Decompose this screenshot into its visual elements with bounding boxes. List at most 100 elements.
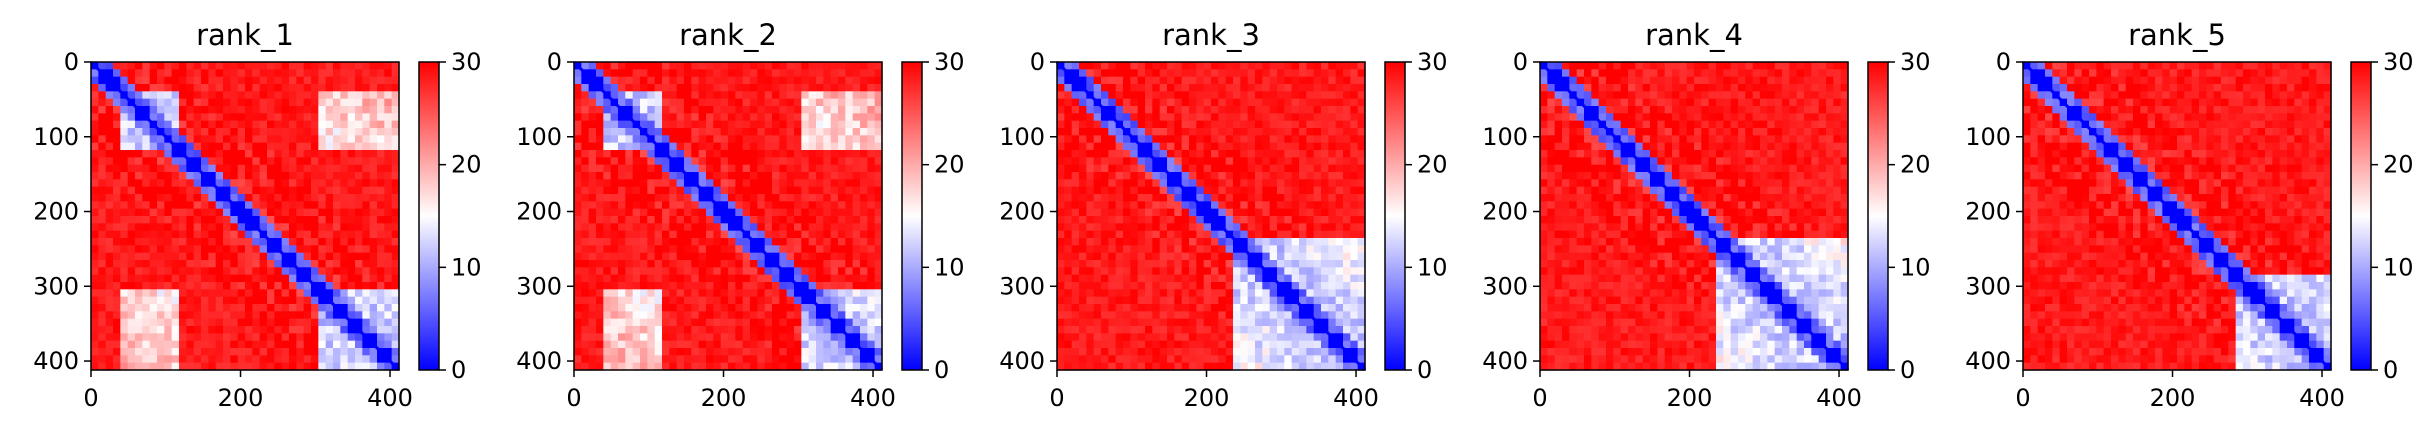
heatmap-cell xyxy=(1203,216,1212,224)
heatmap-cell xyxy=(281,201,290,210)
heatmap-cell xyxy=(772,113,780,122)
heatmap-cell xyxy=(838,230,846,239)
heatmap-cell xyxy=(384,245,393,254)
heatmap-cell xyxy=(1108,274,1117,283)
heatmap-cell xyxy=(1321,208,1329,217)
heatmap-cell xyxy=(347,216,356,224)
heatmap-cell xyxy=(713,296,722,305)
heatmap-cell xyxy=(1079,91,1087,100)
heatmap-cell xyxy=(1218,113,1227,122)
heatmap-cell xyxy=(113,106,121,114)
heatmap-cell xyxy=(1108,91,1117,100)
heatmap-cell xyxy=(1343,289,1351,298)
heatmap-cell xyxy=(230,252,239,261)
heatmap-cell xyxy=(867,69,876,78)
heatmap-cell xyxy=(1130,223,1139,232)
heatmap-cell xyxy=(1350,106,1359,114)
heatmap-cell xyxy=(867,179,876,188)
heatmap-cell xyxy=(706,113,714,122)
heatmap-cell xyxy=(1328,238,1337,246)
heatmap-cell xyxy=(1343,245,1351,254)
heatmap-cell xyxy=(1086,267,1095,276)
heatmap-cell xyxy=(223,304,231,312)
heatmap-cell xyxy=(816,260,824,268)
heatmap-cell xyxy=(325,76,334,85)
heatmap-cell xyxy=(201,179,209,188)
heatmap-cell xyxy=(647,194,656,202)
heatmap-cell xyxy=(625,98,634,107)
heatmap-cell xyxy=(391,208,400,217)
heatmap-cell xyxy=(91,348,99,356)
heatmap-cell xyxy=(735,340,744,349)
heatmap-cell xyxy=(1313,201,1322,210)
heatmap-cell xyxy=(618,282,626,290)
heatmap-cell xyxy=(1262,230,1271,239)
heatmap-cell xyxy=(1313,135,1322,144)
heatmap-cell xyxy=(610,289,619,298)
heatmap-cell xyxy=(384,333,393,342)
heatmap-cell xyxy=(157,252,165,261)
heatmap-cell xyxy=(684,355,692,364)
heatmap-cell xyxy=(669,120,678,129)
y-tick-label: 100 xyxy=(516,123,562,151)
heatmap-cell xyxy=(1174,172,1183,180)
heatmap-cell xyxy=(786,318,795,327)
heatmap-cell xyxy=(1255,289,1263,298)
heatmap-cell xyxy=(874,318,883,327)
heatmap-cell xyxy=(867,186,876,195)
heatmap-cell xyxy=(1145,128,1153,136)
heatmap-cell xyxy=(179,113,187,122)
heatmap-cell xyxy=(215,289,224,298)
heatmap-cell xyxy=(1262,84,1271,92)
heatmap-cell xyxy=(98,201,107,210)
heatmap-cell xyxy=(691,216,700,224)
heatmap-cell xyxy=(274,62,283,70)
heatmap-cell xyxy=(252,194,261,202)
heatmap-cell xyxy=(1328,252,1337,261)
heatmap-cell xyxy=(252,62,261,70)
heatmap-cell xyxy=(245,69,253,78)
heatmap-cell xyxy=(772,274,780,283)
heatmap-cell xyxy=(340,164,349,173)
heatmap-cell xyxy=(867,76,876,85)
heatmap-cell xyxy=(618,208,626,217)
heatmap-cell xyxy=(369,260,378,268)
heatmap-cell xyxy=(874,142,883,151)
heatmap-cell xyxy=(1262,252,1271,261)
heatmap-cell xyxy=(171,164,180,173)
heatmap-cell xyxy=(838,91,846,100)
heatmap-cell xyxy=(830,216,839,224)
heatmap-cell xyxy=(274,84,283,92)
heatmap-cell xyxy=(720,282,729,290)
heatmap-cell xyxy=(179,296,187,305)
heatmap-cell xyxy=(347,69,356,78)
heatmap-cell xyxy=(149,296,158,305)
heatmap-cell xyxy=(113,150,121,158)
heatmap-cell xyxy=(223,186,231,195)
heatmap-cell xyxy=(574,340,582,349)
heatmap-cell xyxy=(333,362,341,371)
heatmap-cell xyxy=(1211,120,1219,129)
heatmap-cell xyxy=(779,296,788,305)
heatmap-cell xyxy=(1284,76,1293,85)
heatmap-cell xyxy=(662,172,670,180)
heatmap-cell xyxy=(1299,223,1307,232)
heatmap-cell xyxy=(362,216,371,224)
heatmap-cell xyxy=(171,157,180,166)
heatmap-cell xyxy=(1079,164,1087,173)
heatmap-cell xyxy=(1233,230,1241,239)
heatmap-cell xyxy=(1218,230,1227,239)
heatmap-cell xyxy=(1093,142,1102,151)
heatmap-cell xyxy=(706,98,714,107)
heatmap-cell xyxy=(193,201,202,210)
heatmap-cell xyxy=(808,76,817,85)
heatmap-cell xyxy=(676,355,685,364)
heatmap-cell xyxy=(852,142,861,151)
heatmap-cell xyxy=(362,98,371,107)
heatmap-cell xyxy=(1335,98,1344,107)
heatmap-cell xyxy=(1343,223,1351,232)
heatmap-cell xyxy=(1255,216,1263,224)
heatmap-cell xyxy=(340,91,349,100)
heatmap-cell xyxy=(1159,216,1168,224)
heatmap-cell xyxy=(369,84,378,92)
